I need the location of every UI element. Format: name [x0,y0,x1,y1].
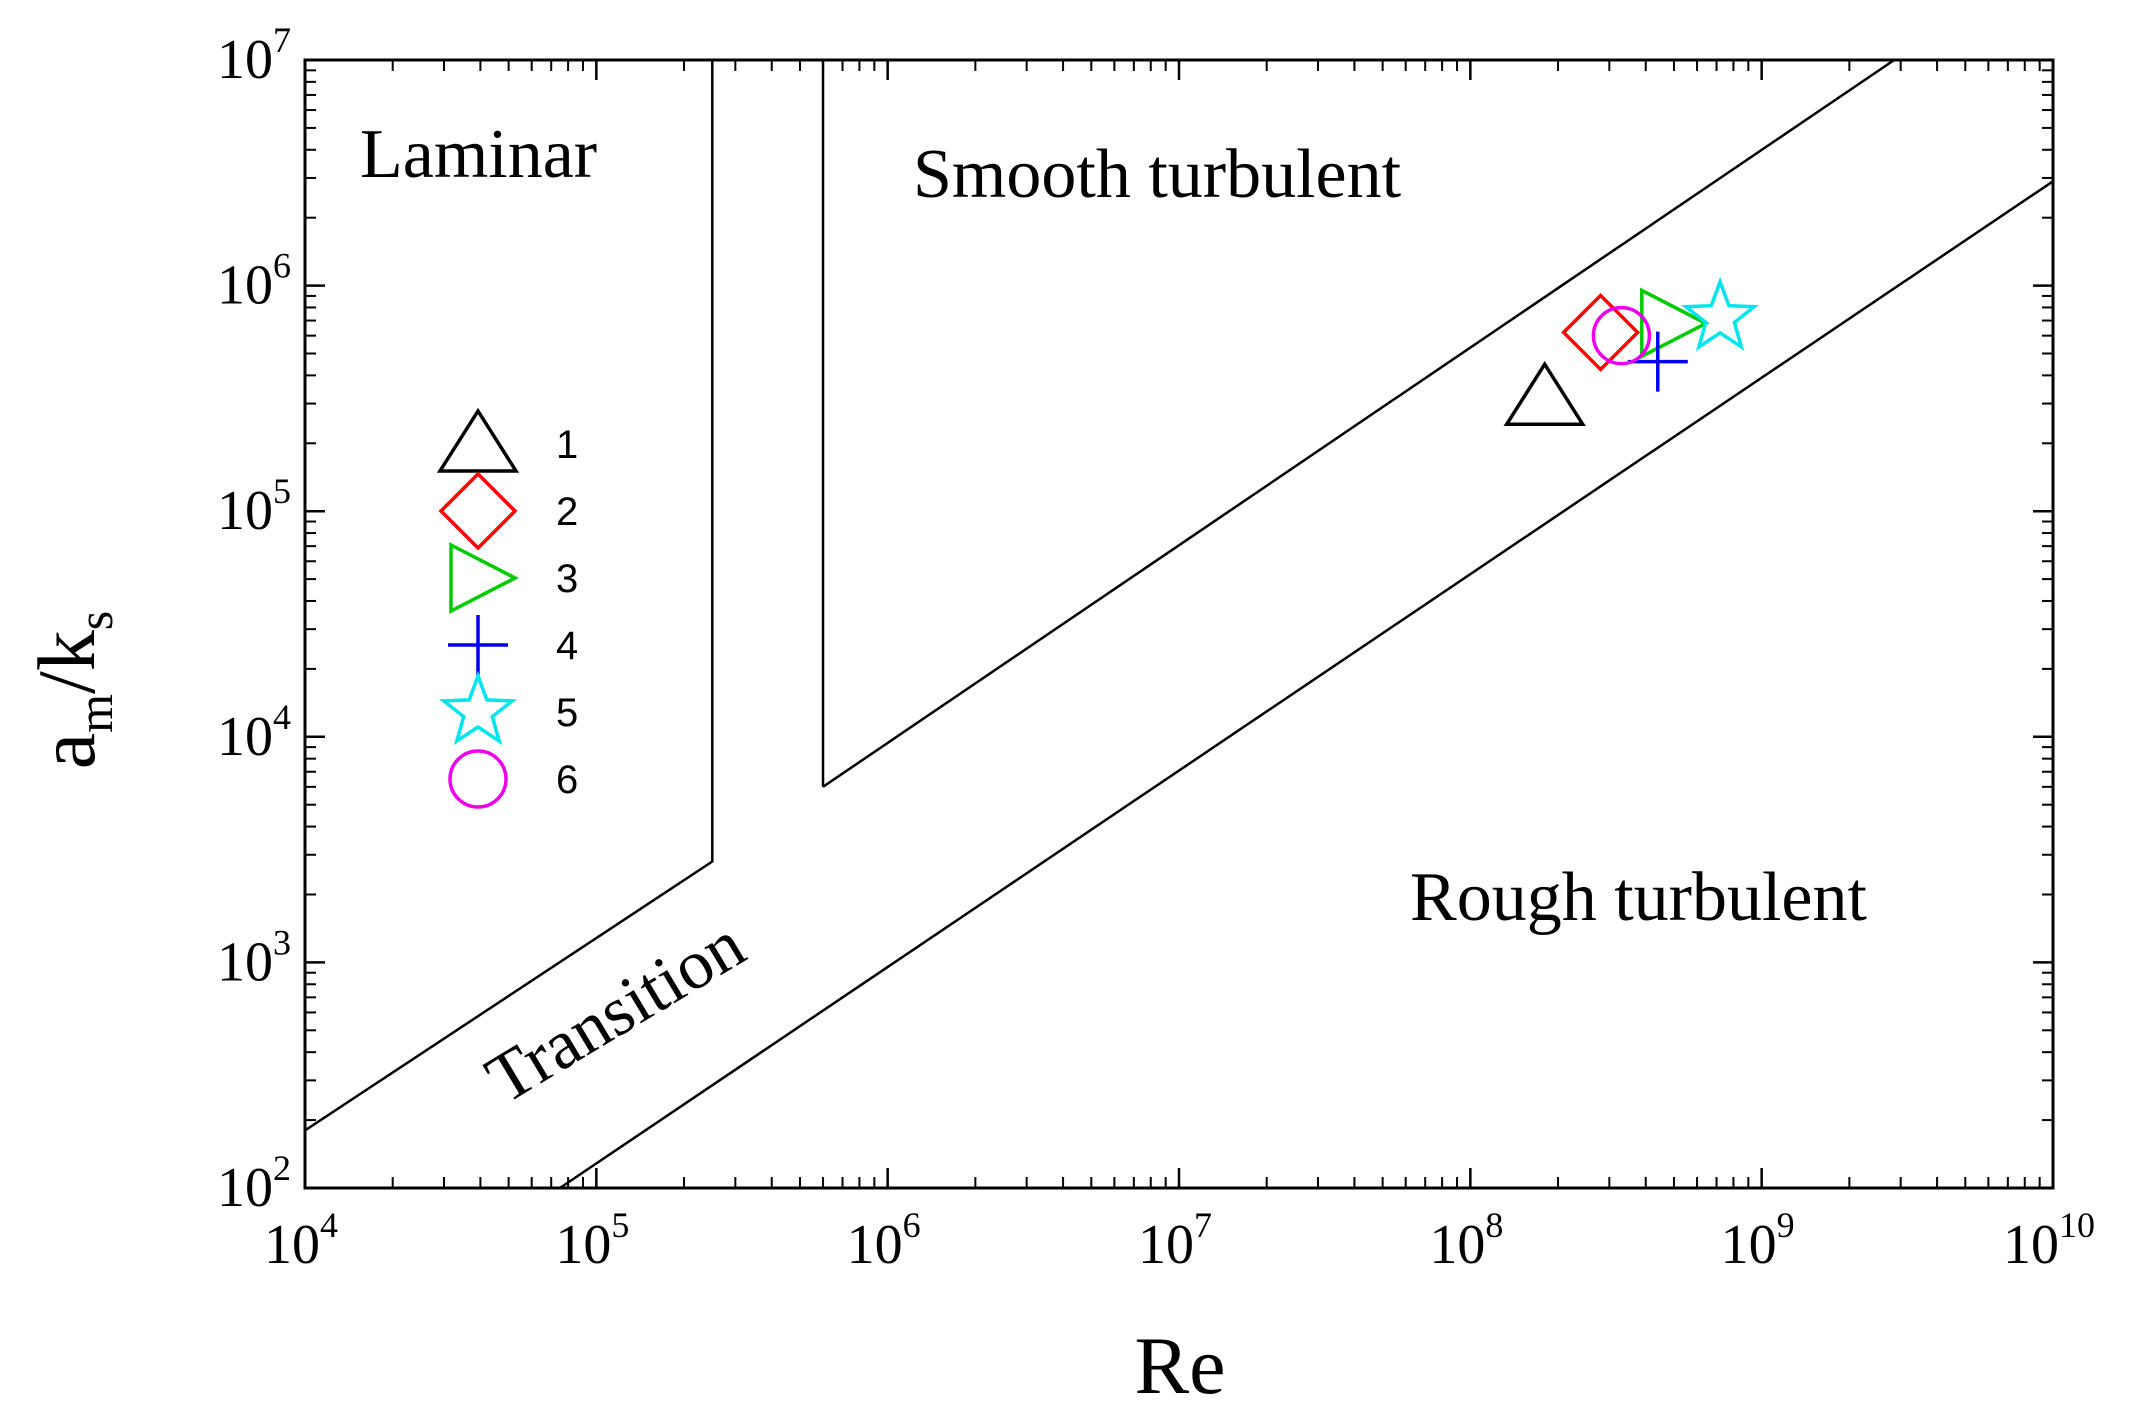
data-point-series-6 [1591,305,1652,366]
data-markers [1503,276,1760,426]
data-point-series-4 [1627,331,1688,392]
data-point-series-1 [1503,360,1586,426]
y-tick-label: 102 [217,1148,291,1219]
regime-boundaries [304,58,2054,1190]
legend-label-6: 6 [556,758,578,802]
legend-label-5: 5 [556,691,578,735]
y-axis-label: am/ks [21,611,123,770]
y-tick-label: 103 [217,922,291,993]
legend-marker-5 [438,670,518,746]
legend-marker-4 [448,615,508,675]
y-tick-label: 107 [217,20,291,91]
y-tick-label: 104 [217,697,291,768]
data-point-series-3 [1640,287,1710,360]
legend: 1 2 3 4 5 6 [436,407,578,809]
legend-marker-6 [448,749,508,809]
plot-frame [303,58,2055,1190]
legend-label-2: 2 [556,490,578,534]
legend-marker-2 [438,471,518,551]
x-tick-label: 1010 [2003,1205,2095,1276]
y-tick-labels: 102 103 104 105 106 107 [217,20,291,1219]
y-tick-label: 106 [217,246,291,317]
boundary-laminar-transition [304,60,714,1132]
boundary-transition-rough [559,180,2054,1190]
legend-label-4: 4 [556,624,578,668]
region-smooth-turbulent: Smooth turbulent [913,136,1402,213]
legend-marker-1 [436,407,520,473]
legend-label-3: 3 [556,557,578,601]
data-point-series-2 [1561,292,1641,372]
x-tick-labels: 104 105 106 107 108 109 1010 [264,1205,2095,1276]
x-tick-label: 104 [264,1205,338,1276]
region-laminar: Laminar [360,116,597,193]
region-transition: Transition [474,906,758,1119]
data-point-series-5 [1681,276,1760,351]
legend-label-1: 1 [556,423,578,467]
x-tick-label: 109 [1721,1205,1795,1276]
boundary-smooth-rough-upper [822,58,1895,788]
x-tick-label: 107 [1138,1205,1212,1276]
x-tick-label: 108 [1429,1205,1503,1276]
legend-marker-3 [449,542,519,614]
y-tick-label: 105 [217,471,291,542]
x-tick-label: 106 [847,1205,921,1276]
x-axis-label: Re [1134,1320,1225,1411]
region-rough-turbulent: Rough turbulent [1410,859,1867,936]
x-tick-label: 105 [555,1205,629,1276]
